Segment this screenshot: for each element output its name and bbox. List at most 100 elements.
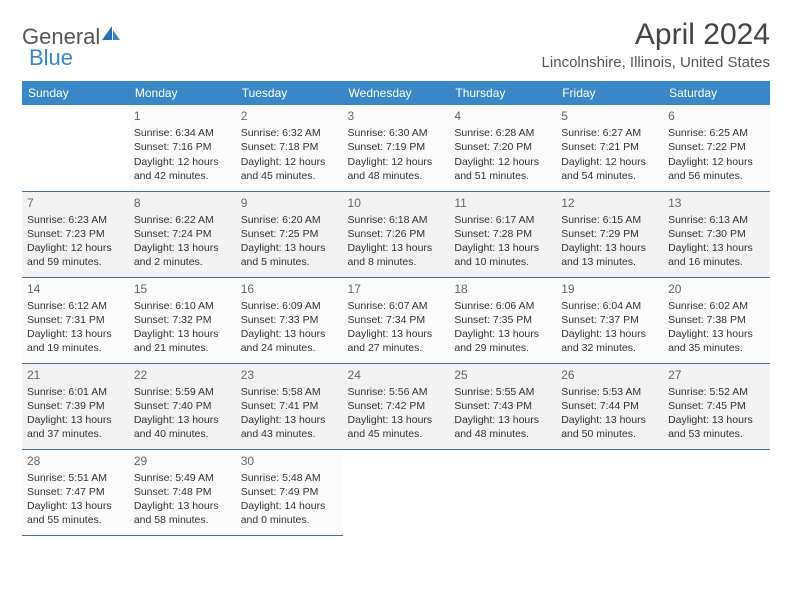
calendar-cell-empty xyxy=(22,105,129,191)
daylight-line-1: Daylight: 12 hours xyxy=(134,155,231,169)
sunset-line: Sunset: 7:37 PM xyxy=(561,313,658,327)
sunrise-line: Sunrise: 6:22 AM xyxy=(134,213,231,227)
sunset-line: Sunset: 7:41 PM xyxy=(241,399,338,413)
calendar-cell-empty xyxy=(556,449,663,535)
day-number: 17 xyxy=(348,281,445,297)
daylight-line-2: and 58 minutes. xyxy=(134,513,231,527)
sunrise-line: Sunrise: 5:51 AM xyxy=(27,471,124,485)
daylight-line-2: and 24 minutes. xyxy=(241,341,338,355)
daylight-line-2: and 56 minutes. xyxy=(668,169,765,183)
calendar-row: 14Sunrise: 6:12 AMSunset: 7:31 PMDayligh… xyxy=(22,277,770,363)
daylight-line-1: Daylight: 13 hours xyxy=(241,413,338,427)
calendar-cell: 19Sunrise: 6:04 AMSunset: 7:37 PMDayligh… xyxy=(556,277,663,363)
sunset-line: Sunset: 7:49 PM xyxy=(241,485,338,499)
sunset-line: Sunset: 7:28 PM xyxy=(454,227,551,241)
calendar-table: SundayMondayTuesdayWednesdayThursdayFrid… xyxy=(22,81,770,536)
day-number: 26 xyxy=(561,367,658,383)
sunrise-line: Sunrise: 6:09 AM xyxy=(241,299,338,313)
calendar-cell: 12Sunrise: 6:15 AMSunset: 7:29 PMDayligh… xyxy=(556,191,663,277)
daylight-line-2: and 19 minutes. xyxy=(27,341,124,355)
daylight-line-1: Daylight: 13 hours xyxy=(454,241,551,255)
daylight-line-1: Daylight: 13 hours xyxy=(668,413,765,427)
daylight-line-2: and 16 minutes. xyxy=(668,255,765,269)
sunset-line: Sunset: 7:44 PM xyxy=(561,399,658,413)
sunset-line: Sunset: 7:21 PM xyxy=(561,140,658,154)
sunrise-line: Sunrise: 6:25 AM xyxy=(668,126,765,140)
day-number: 1 xyxy=(134,108,231,124)
calendar-cell: 13Sunrise: 6:13 AMSunset: 7:30 PMDayligh… xyxy=(663,191,770,277)
day-number: 29 xyxy=(134,453,231,469)
day-number: 12 xyxy=(561,195,658,211)
sunset-line: Sunset: 7:48 PM xyxy=(134,485,231,499)
calendar-head: SundayMondayTuesdayWednesdayThursdayFrid… xyxy=(22,81,770,105)
calendar-cell: 8Sunrise: 6:22 AMSunset: 7:24 PMDaylight… xyxy=(129,191,236,277)
calendar-cell: 26 Sunrise: 5:53 AMSunset: 7:44 PMDayligh… xyxy=(556,363,663,449)
daylight-line-1: Daylight: 12 hours xyxy=(241,155,338,169)
daylight-line-2: and 10 minutes. xyxy=(454,255,551,269)
daylight-line-1: Daylight: 13 hours xyxy=(561,413,658,427)
calendar-row: 28Sunrise: 5:51 AMSunset: 7:47 PMDayligh… xyxy=(22,449,770,535)
daylight-line-1: Daylight: 13 hours xyxy=(27,413,124,427)
day-number: 22 xyxy=(134,367,231,383)
calendar-body: 1Sunrise: 6:34 AMSunset: 7:16 PMDaylight… xyxy=(22,105,770,535)
daylight-line-1: Daylight: 12 hours xyxy=(454,155,551,169)
day-number: 7 xyxy=(27,195,124,211)
day-number: 25 xyxy=(454,367,551,383)
sunset-line: Sunset: 7:22 PM xyxy=(668,140,765,154)
daylight-line-1: Daylight: 13 hours xyxy=(561,327,658,341)
daylight-line-1: Daylight: 13 hours xyxy=(348,413,445,427)
calendar-cell: 3Sunrise: 6:30 AMSunset: 7:19 PMDaylight… xyxy=(343,105,450,191)
sunrise-line: Sunrise: 5:48 AM xyxy=(241,471,338,485)
day-number: 11 xyxy=(454,195,551,211)
daylight-line-1: Daylight: 13 hours xyxy=(561,241,658,255)
daylight-line-1: Daylight: 13 hours xyxy=(134,499,231,513)
sunrise-line: Sunrise: 6:02 AM xyxy=(668,299,765,313)
sunset-line: Sunset: 7:42 PM xyxy=(348,399,445,413)
sunset-line: Sunset: 7:23 PM xyxy=(27,227,124,241)
sunrise-line: Sunrise: 5:52 AM xyxy=(668,385,765,399)
daylight-line-1: Daylight: 13 hours xyxy=(134,241,231,255)
daylight-line-2: and 0 minutes. xyxy=(241,513,338,527)
calendar-cell: 27Sunrise: 5:52 AMSunset: 7:45 PMDayligh… xyxy=(663,363,770,449)
sunset-line: Sunset: 7:38 PM xyxy=(668,313,765,327)
sunset-line: Sunset: 7:34 PM xyxy=(348,313,445,327)
sunset-line: Sunset: 7:43 PM xyxy=(454,399,551,413)
calendar-row: 1Sunrise: 6:34 AMSunset: 7:16 PMDaylight… xyxy=(22,105,770,191)
daylight-line-2: and 43 minutes. xyxy=(241,427,338,441)
day-number: 5 xyxy=(561,108,658,124)
sunrise-line: Sunrise: 6:04 AM xyxy=(561,299,658,313)
calendar-cell: 15Sunrise: 6:10 AMSunset: 7:32 PMDayligh… xyxy=(129,277,236,363)
daylight-line-2: and 48 minutes. xyxy=(348,169,445,183)
daylight-line-1: Daylight: 13 hours xyxy=(454,413,551,427)
sunset-line: Sunset: 7:33 PM xyxy=(241,313,338,327)
weekday-header: Monday xyxy=(129,81,236,105)
daylight-line-2: and 53 minutes. xyxy=(668,427,765,441)
sunset-line: Sunset: 7:47 PM xyxy=(27,485,124,499)
weekday-header: Thursday xyxy=(449,81,556,105)
daylight-line-2: and 59 minutes. xyxy=(27,255,124,269)
sunrise-line: Sunrise: 6:07 AM xyxy=(348,299,445,313)
day-number: 8 xyxy=(134,195,231,211)
sunrise-line: Sunrise: 6:27 AM xyxy=(561,126,658,140)
day-number: 14 xyxy=(27,281,124,297)
calendar-cell: 23Sunrise: 5:58 AMSunset: 7:41 PMDayligh… xyxy=(236,363,343,449)
calendar-cell: 22Sunrise: 5:59 AMSunset: 7:40 PMDayligh… xyxy=(129,363,236,449)
sunset-line: Sunset: 7:30 PM xyxy=(668,227,765,241)
sunset-line: Sunset: 7:29 PM xyxy=(561,227,658,241)
daylight-line-2: and 48 minutes. xyxy=(454,427,551,441)
daylight-line-2: and 55 minutes. xyxy=(27,513,124,527)
sunrise-line: Sunrise: 6:20 AM xyxy=(241,213,338,227)
daylight-line-1: Daylight: 13 hours xyxy=(348,327,445,341)
daylight-line-1: Daylight: 13 hours xyxy=(348,241,445,255)
daylight-line-1: Daylight: 14 hours xyxy=(241,499,338,513)
sunrise-line: Sunrise: 5:53 AM xyxy=(561,385,658,399)
weekday-header: Sunday xyxy=(22,81,129,105)
sunset-line: Sunset: 7:45 PM xyxy=(668,399,765,413)
daylight-line-2: and 37 minutes. xyxy=(27,427,124,441)
calendar-cell: 5Sunrise: 6:27 AMSunset: 7:21 PMDaylight… xyxy=(556,105,663,191)
day-number: 23 xyxy=(241,367,338,383)
calendar-cell: 28Sunrise: 5:51 AMSunset: 7:47 PMDayligh… xyxy=(22,449,129,535)
sunrise-line: Sunrise: 6:28 AM xyxy=(454,126,551,140)
brand-part2: Blue xyxy=(29,45,73,70)
daylight-line-2: and 21 minutes. xyxy=(134,341,231,355)
